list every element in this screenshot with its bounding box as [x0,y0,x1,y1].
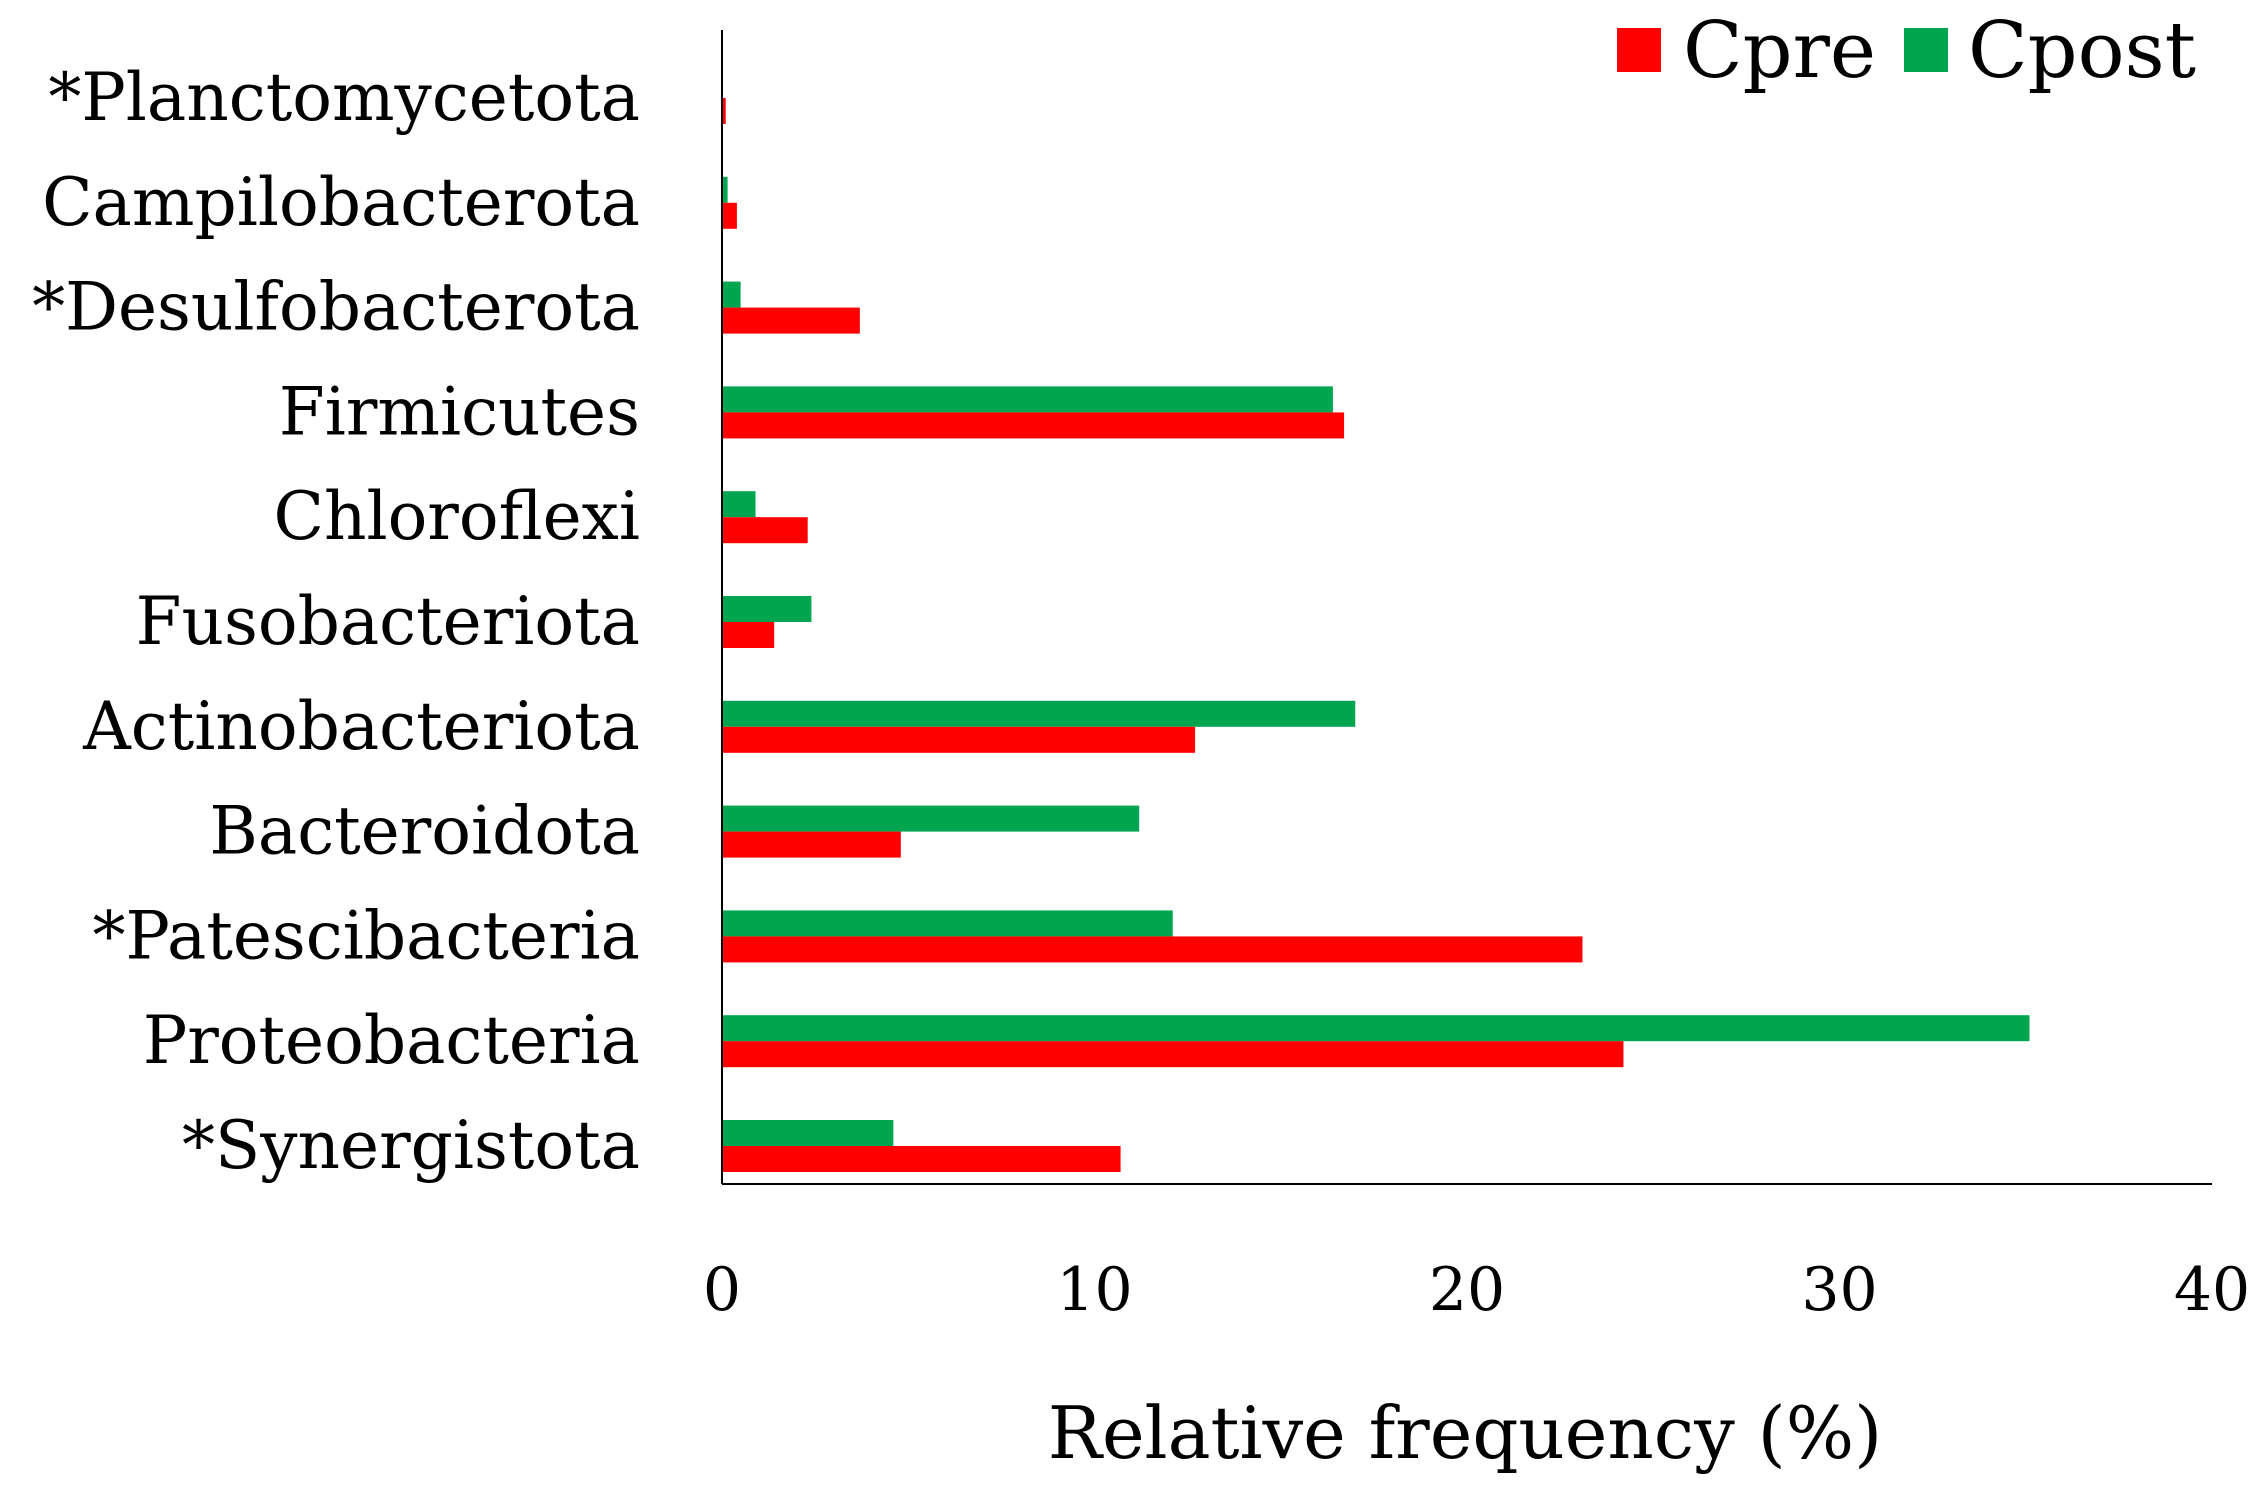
bar-cpre-6 [722,726,1196,753]
category-label: Chloroflexi [273,478,640,555]
bar-cpre-10 [722,1146,1121,1172]
x-tick-label: 40 [2174,1255,2250,1325]
bar-cpre-9 [722,1041,1624,1068]
bar-cpost-1 [722,176,728,203]
bar-cpost-7 [722,805,1140,832]
bars-layer [722,98,2030,1172]
bar-cpost-3 [722,386,1333,413]
legend-swatch-cpost [1904,28,1948,72]
bar-cpost-9 [722,1015,2030,1042]
bar-cpost-6 [722,700,1356,727]
bar-cpost-5 [722,596,812,622]
x-tick-label: 10 [1056,1255,1132,1325]
bar-cpost-4 [722,491,756,518]
bar-cpre-4 [722,517,808,544]
bar-cpre-5 [722,622,775,648]
bar-cpre-8 [722,936,1583,963]
bar-cpost-8 [722,910,1173,937]
category-label: Proteobacteria [143,1002,640,1079]
category-label: *Patescibacteria [93,897,640,974]
x-tick-label: 30 [1801,1255,1877,1325]
bar-cpost-2 [722,281,741,308]
category-label: Fusobacteriota [136,583,640,660]
bar-cpre-3 [722,412,1345,439]
bar-cpre-2 [722,307,860,334]
legend: Cpre Cpost [1617,6,2196,96]
x-tick-label: 0 [703,1255,741,1325]
legend-swatch-cpre [1617,28,1661,72]
category-label: Actinobacteriota [82,688,640,765]
bar-cpost-10 [722,1120,894,1146]
bar-cpre-1 [722,202,737,229]
legend-label-cpost: Cpost [1968,6,2196,96]
x-axis-title: Relative frequency (%) [1048,1391,1883,1475]
category-label: *Planctomycetota [48,59,640,136]
bar-cpre-7 [722,831,901,858]
category-label: Campilobacterota [42,164,640,241]
category-label: *Synergistota [182,1107,640,1184]
labels-layer: *Planctomycetota Campilobacterota *Desulfo… [32,59,2250,1325]
category-label: Firmicutes [279,373,640,450]
axes-layer [721,30,2212,1185]
legend-label-cpre: Cpre [1683,6,1876,96]
bar-cpre-0 [722,98,726,124]
x-tick-label: 20 [1429,1255,1505,1325]
category-label: Bacteroidota [209,793,640,870]
category-label: *Desulfobacterota [32,269,640,346]
